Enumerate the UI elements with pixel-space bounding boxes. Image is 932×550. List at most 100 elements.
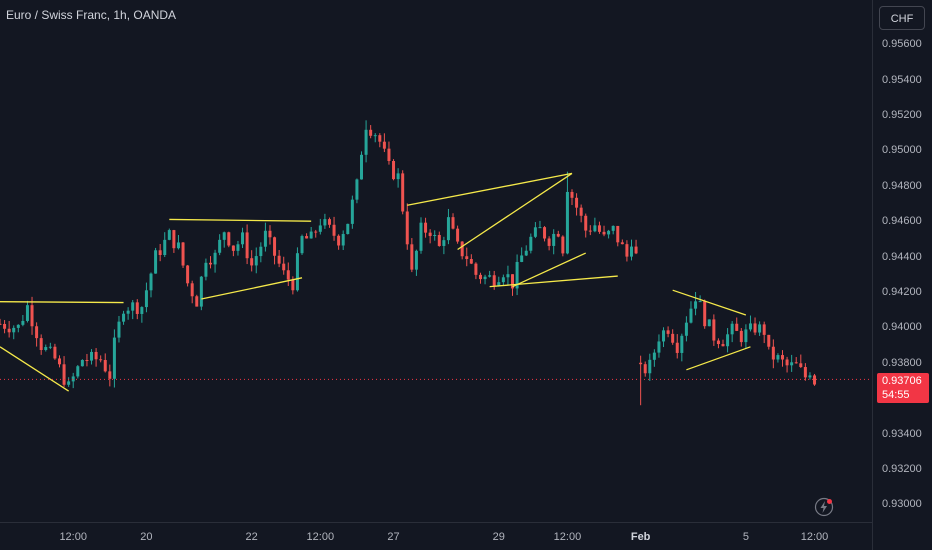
candle-body — [392, 160, 396, 180]
candle-body — [405, 211, 409, 245]
trendline — [686, 346, 751, 371]
candle-body — [735, 323, 739, 331]
time-tick-label: 5 — [742, 531, 749, 543]
candle-body — [90, 351, 94, 361]
candle-body — [213, 252, 217, 265]
time-tick-label: 12:00 — [306, 531, 335, 543]
candle-body — [25, 305, 29, 321]
candle-body — [39, 338, 43, 351]
price-tick-label: 0.95400 — [882, 73, 922, 86]
candle-body — [378, 135, 382, 142]
candle-body — [794, 362, 798, 364]
candle-body — [44, 347, 48, 351]
price-tick-label: 0.94800 — [882, 179, 922, 192]
candle-body — [364, 129, 368, 155]
candle-body — [80, 359, 84, 367]
candle-body — [396, 173, 400, 180]
candle-body — [524, 250, 528, 256]
candle-body — [744, 329, 748, 343]
candle-body — [593, 225, 597, 232]
trendline — [169, 218, 312, 222]
price-tick-label: 0.93800 — [882, 356, 922, 369]
candle-body — [273, 237, 277, 256]
price-tick-label: 0.93000 — [882, 498, 922, 511]
currency-button[interactable]: CHF — [879, 6, 925, 30]
candle-body — [295, 253, 299, 291]
candle-body — [597, 225, 601, 232]
candle-body — [3, 323, 7, 329]
candle-body — [286, 270, 290, 280]
candle-body — [172, 230, 176, 249]
candle-body — [346, 223, 350, 235]
candle-body — [707, 319, 711, 327]
candle-body — [332, 224, 336, 236]
candle-body — [652, 352, 656, 360]
candle-body — [186, 265, 190, 284]
price-tick-label: 0.94000 — [882, 321, 922, 334]
candle-body — [446, 217, 450, 241]
candle-body — [790, 362, 794, 366]
candle-body — [730, 323, 734, 335]
candle-body — [410, 244, 414, 270]
candle-body — [575, 197, 579, 208]
candlestick-chart[interactable] — [0, 0, 872, 522]
trendline — [457, 172, 573, 251]
candle-body — [776, 355, 780, 360]
price-tick-label: 0.93200 — [882, 462, 922, 475]
candle-body — [0, 323, 2, 325]
candle-body — [369, 129, 373, 136]
plot-area[interactable]: Euro / Swiss Franc, 1h, OANDA — [0, 0, 872, 522]
candle-body — [268, 230, 272, 238]
candle-body — [492, 275, 496, 286]
candle-body — [662, 330, 666, 342]
price-axis[interactable]: CHF 0.93000 0.93200 0.93400 0.93800 0.94000 0… — [872, 0, 932, 550]
candle-body — [12, 327, 16, 333]
candle-body — [263, 230, 267, 247]
candle-body — [208, 262, 212, 265]
candle-body — [680, 335, 684, 353]
candle-body — [350, 199, 354, 224]
candle-body — [305, 236, 309, 239]
candle-body — [433, 235, 437, 237]
candle-body — [556, 233, 560, 237]
candle-body — [767, 334, 771, 347]
candle-body — [414, 250, 418, 270]
candle-body — [35, 326, 39, 339]
candle-body — [181, 242, 185, 266]
candle-body — [501, 277, 505, 283]
candle-body — [478, 274, 482, 280]
price-tick-label: 0.94400 — [882, 250, 922, 263]
candle-body — [53, 346, 57, 359]
candle-body — [314, 231, 318, 233]
candle-body — [726, 334, 730, 347]
time-tick-label: 29 — [492, 531, 505, 543]
lightning-icon[interactable] — [814, 497, 834, 517]
time-axis[interactable]: 12:00 20 22 12:00 27 29 12:00 Feb 5 12:00 — [0, 522, 872, 550]
candle-body — [684, 322, 688, 336]
candle-body — [387, 148, 391, 161]
trendline — [512, 252, 586, 288]
candle-body — [318, 225, 322, 232]
price-tick-label: 0.94200 — [882, 285, 922, 298]
candle-body — [634, 246, 638, 254]
candle-body — [607, 230, 611, 235]
candle-body — [616, 225, 620, 243]
trendline — [672, 289, 747, 316]
candle-body — [236, 244, 240, 251]
candle-body — [437, 235, 441, 246]
candle-body — [241, 232, 245, 245]
candle-body — [483, 276, 487, 280]
current-price-label: 0.93706 — [882, 375, 922, 388]
candle-body — [570, 191, 574, 198]
candle-body — [117, 321, 121, 338]
trendline — [201, 277, 303, 300]
chart-title: Euro / Swiss Franc, 1h, OANDA — [6, 8, 177, 22]
candle-body — [689, 308, 693, 323]
candle-body — [327, 219, 331, 225]
trendline — [0, 346, 69, 392]
candle-body — [771, 346, 775, 360]
candle-body — [204, 262, 208, 277]
candle-body — [785, 359, 789, 366]
candle-body — [108, 371, 112, 379]
